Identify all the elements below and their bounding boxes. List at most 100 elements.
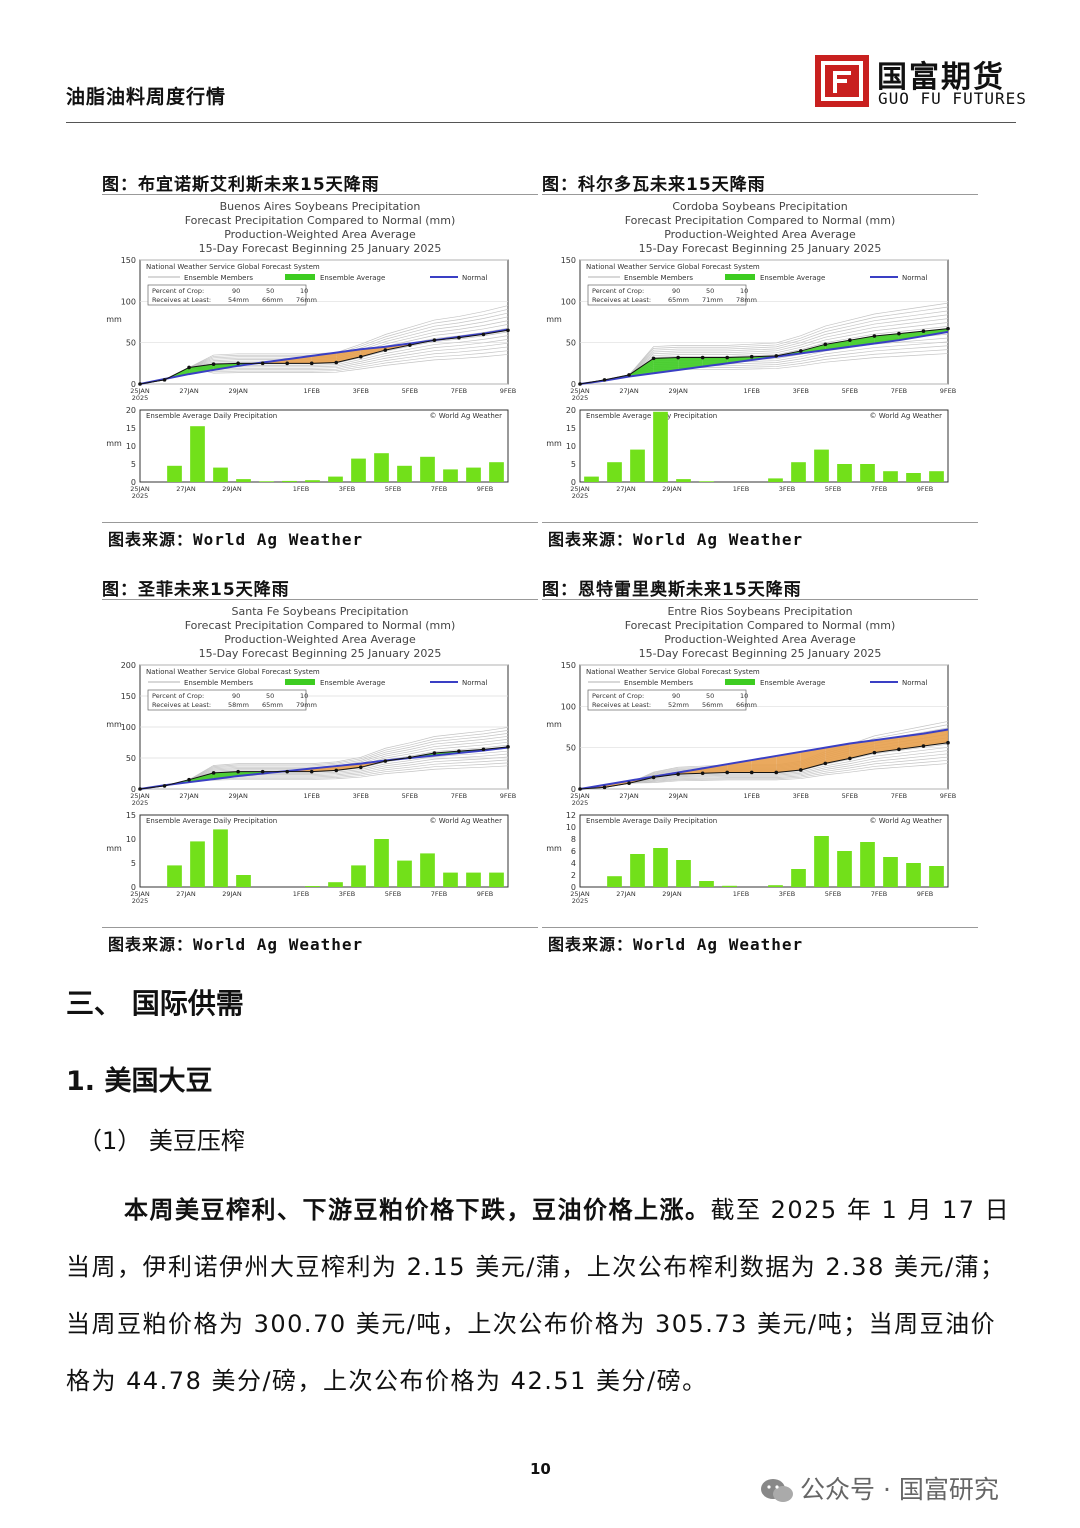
lower-x-tick-label: 27JAN: [176, 890, 196, 898]
caption-divider: [102, 194, 538, 195]
below-normal-area: [898, 733, 924, 750]
chart-title-line: Buenos Aires Soybeans Precipitation: [220, 200, 421, 213]
lower-x-tick-label: 1FEB: [293, 485, 309, 493]
percent-crop-value: 10: [300, 692, 308, 700]
percent-crop-value: 90: [672, 692, 680, 700]
below-normal-area: [702, 764, 728, 774]
x-tick-label: 27JAN: [619, 387, 639, 395]
ensemble-member-line: [579, 750, 949, 790]
ensemble-average-point: [506, 745, 510, 749]
caption-divider: [542, 599, 978, 600]
y-tick-label: 150: [561, 661, 576, 670]
lower-y-tick-label: 20: [126, 406, 136, 415]
daily-precip-bar: [466, 872, 481, 887]
ensemble-average-point: [162, 784, 167, 788]
percent-crop-label: Percent of Crop:: [152, 692, 204, 700]
chart-legend: National Weather Service Global Forecast…: [586, 668, 927, 711]
daily-precip-bar: [351, 865, 366, 887]
y-axis-label: mm: [546, 315, 562, 324]
ensemble-average-point: [138, 382, 142, 386]
legend-normal-label: Normal: [462, 274, 487, 282]
x-tick-label: 3FEB: [793, 792, 809, 800]
chart-title-line: 15-Day Forecast Beginning 25 January 202…: [639, 647, 882, 660]
lower-x-tick-label: 5FEB: [385, 890, 401, 898]
ensemble-average-point: [578, 787, 582, 791]
x-tick-label: 27JAN: [179, 792, 199, 800]
chart-title-line: Entre Rios Soybeans Precipitation: [667, 605, 852, 618]
y-tick-label: 100: [561, 702, 576, 711]
y-tick-label: 100: [561, 297, 576, 306]
daily-precip-bar: [489, 872, 504, 887]
y-tick-label: 200: [121, 661, 136, 670]
ensemble-member-line: [139, 733, 509, 790]
daily-precip-bar: [420, 456, 435, 482]
lower-y-tick-label: 8: [571, 835, 576, 844]
above-normal-area: [653, 357, 679, 374]
ensemble-member-line: [579, 746, 949, 790]
chart-title-line: Santa Fe Soybeans Precipitation: [232, 605, 409, 618]
legend-average-swatch: [285, 274, 315, 280]
receives-label: Receives at Least:: [152, 296, 211, 304]
ensemble-average-point: [627, 781, 631, 786]
daily-precip-bar: [167, 865, 182, 887]
chart-title-line: Production-Weighted Area Average: [664, 228, 856, 241]
above-normal-area: [825, 340, 850, 351]
lower-x-tick-label: 5FEB: [825, 890, 841, 898]
figure-caption: 图：科尔多瓦未来15天降雨: [542, 175, 766, 195]
percent-crop-label: Percent of Crop:: [592, 692, 644, 700]
ensemble-average-point: [260, 769, 265, 774]
lower-y-tick-label: 5: [131, 859, 136, 868]
lower-y-tick-label: 15: [126, 811, 136, 820]
x-tick-label: 1FEB: [304, 387, 320, 395]
ensemble-average-point: [774, 770, 779, 775]
below-normal-area: [751, 755, 777, 773]
below-normal-area: [776, 751, 801, 773]
receives-label: Receives at Least:: [152, 701, 211, 709]
ensemble-member-line: [579, 322, 949, 385]
legend-average-label: Ensemble Average: [320, 679, 385, 687]
daily-precip-bar: [584, 476, 599, 482]
legend-normal-label: Normal: [902, 679, 927, 687]
chart-title-line: Production-Weighted Area Average: [224, 633, 416, 646]
daily-precip-bar: [676, 860, 691, 887]
ensemble-average-point: [627, 373, 631, 377]
ensemble-average-point: [481, 747, 486, 752]
x-tick-label: 3FEB: [353, 387, 369, 395]
lower-y-tick-label: 10: [566, 442, 576, 451]
header-divider: [66, 122, 1016, 123]
legend-average-label: Ensemble Average: [760, 679, 825, 687]
ensemble-average-point: [334, 360, 339, 365]
lower-y-tick-label: 5: [131, 460, 136, 469]
y-tick-label: 100: [121, 723, 136, 732]
daily-precip-bar: [883, 857, 898, 887]
above-normal-area: [213, 771, 239, 780]
ensemble-average-point: [897, 331, 901, 336]
daily-precip-bar: [397, 860, 412, 887]
receives-value: 66mm: [262, 296, 283, 304]
chart-panel-santa-fe: 图：圣菲未来15天降雨 Santa Fe Soybeans Precipitati…: [102, 575, 538, 954]
lower-y-tick-label: 15: [566, 424, 576, 433]
below-normal-area: [336, 763, 361, 771]
below-normal-area: [874, 736, 899, 753]
daily-precip-bar: [630, 449, 645, 482]
ensemble-average-point: [383, 348, 388, 352]
below-normal-area: [923, 729, 948, 747]
lower-x-tick-label: 7FEB: [871, 485, 887, 493]
figure-caption: 图：恩特雷里奥斯未来15天降雨: [542, 580, 802, 600]
lower-y-tick-label: 0: [131, 478, 136, 487]
lower-y-tick-label: 0: [571, 478, 576, 487]
ensemble-average-point: [921, 329, 926, 333]
precipitation-chart: Buenos Aires Soybeans PrecipitationForec…: [106, 200, 516, 500]
crop-percent-box: [147, 284, 307, 306]
lower-x-tick-label: 3FEB: [779, 485, 795, 493]
lower-x-tick-year: 2025: [572, 492, 589, 500]
daily-precip-bar: [374, 453, 389, 482]
daily-precip-bar: [259, 481, 274, 482]
legend-average-label: Ensemble Average: [320, 274, 385, 282]
lower-x-tick-label: 7FEB: [871, 890, 887, 898]
x-tick-label: 7FEB: [891, 387, 907, 395]
lower-x-tick-label: 7FEB: [431, 890, 447, 898]
chart-panel-entre-rios: 图：恩特雷里奥斯未来15天降雨 Entre Rios Soybeans Preci…: [542, 575, 978, 954]
daily-precip-bar: [860, 842, 875, 887]
